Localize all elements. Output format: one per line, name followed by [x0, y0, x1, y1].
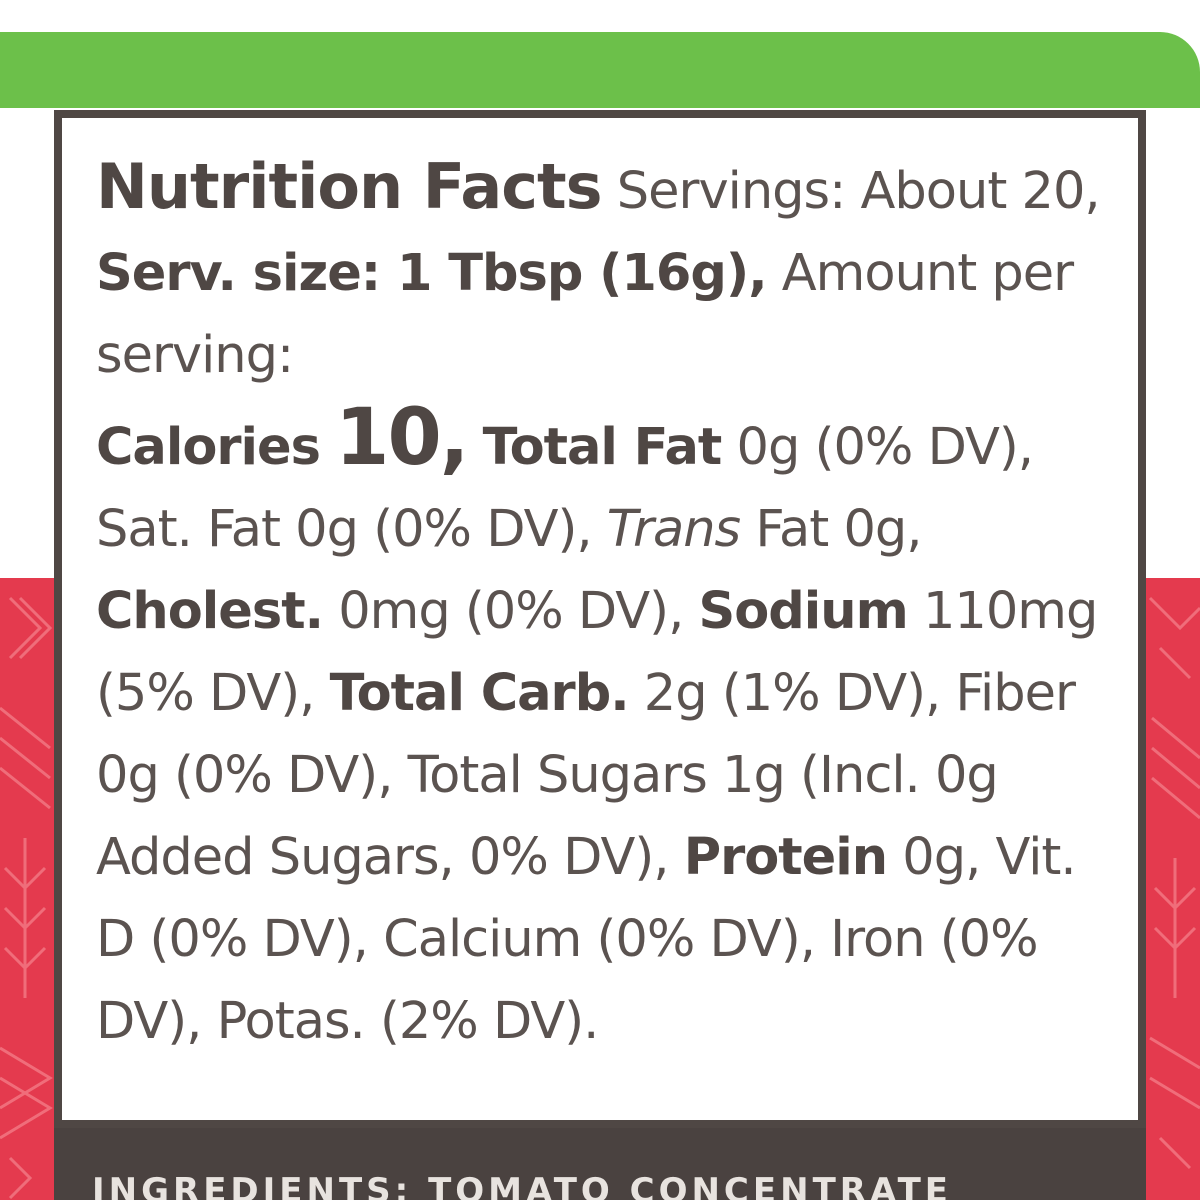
total-fat-label: Total Fat — [482, 418, 723, 477]
nutrition-facts-title: Nutrition Facts — [96, 150, 603, 223]
cholest-label: Cholest. — [96, 582, 324, 641]
amount-per-serving: Amount per serving: — [96, 244, 1074, 385]
total-carb-value: 2g (1% DV), Fiber 0g (0% DV), Total Suga… — [96, 664, 1076, 887]
sodium-label: Sodium — [698, 582, 909, 641]
calories-value: 10, — [335, 393, 469, 483]
ingredients-text-cut: INGREDIENTS: TOMATO CONCENTRATE — [92, 1160, 1092, 1200]
nutrition-facts-box: Nutrition Facts Servings: About 20, Serv… — [54, 110, 1146, 1128]
trans-label: Trans — [606, 500, 741, 559]
servings-value: About 20, — [860, 162, 1101, 221]
total-carb-label: Total Carb. — [329, 664, 630, 723]
trans-value: Fat 0g, — [755, 500, 922, 559]
decorative-pattern — [0, 596, 1200, 1200]
protein-value: 0g, Vit. D (0% DV), Calcium (0% DV), Iro… — [96, 828, 1077, 1051]
nutrition-facts-text: Nutrition Facts Servings: About 20, Serv… — [96, 146, 1126, 1063]
green-label-band — [0, 32, 1200, 108]
sodium-value: 110mg (5% DV), — [96, 582, 1098, 723]
servings-label: Servings: — [616, 162, 847, 221]
cholest-value: 0mg (0% DV), — [338, 582, 684, 641]
total-fat-value: 0g (0% DV), Sat. Fat 0g (0% DV), — [96, 418, 1034, 559]
serving-size: Serv. size: 1 Tbsp (16g), — [96, 244, 768, 303]
ingredients-peek-text: INGREDIENTS: TOMATO CONCENTRATE — [92, 1171, 953, 1200]
protein-label: Protein — [683, 828, 888, 887]
label-bottom-edge — [54, 1128, 1146, 1200]
calories-label: Calories — [96, 418, 321, 477]
